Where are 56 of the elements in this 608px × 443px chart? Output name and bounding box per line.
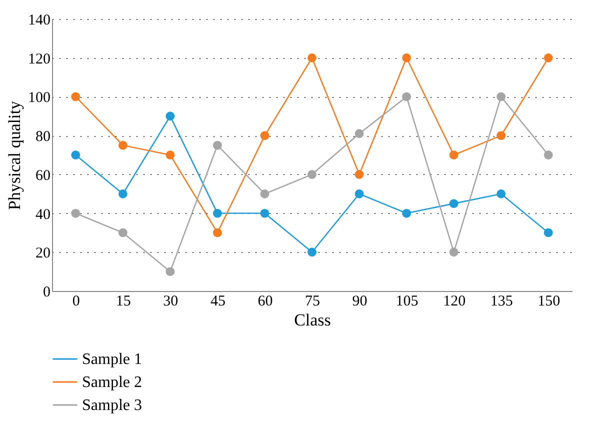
x-tick-label: 135: [490, 294, 513, 310]
point: [118, 228, 128, 238]
point: [212, 208, 222, 218]
point: [354, 129, 364, 138]
point: [544, 228, 553, 238]
point: [354, 189, 364, 198]
point: [308, 248, 316, 257]
legend-label: Sample 1: [82, 351, 142, 368]
point: [402, 208, 412, 218]
point: [166, 267, 175, 276]
point: [449, 150, 458, 160]
y-tick-label: 40: [36, 206, 50, 223]
y-tick-label: 140: [28, 12, 50, 28]
point: [496, 189, 506, 198]
point: [402, 92, 412, 102]
y-tick-label: 120: [28, 51, 50, 68]
y-tick-label: 60: [36, 168, 50, 184]
x-tick-label: 150: [538, 294, 560, 310]
point: [496, 92, 506, 102]
point: [118, 189, 128, 198]
point: [71, 208, 80, 218]
point: [449, 199, 458, 208]
x-tick-label: 45: [210, 294, 226, 310]
x-tick-label: 90: [352, 294, 368, 310]
x-tick-label: 15: [116, 294, 131, 310]
point: [260, 189, 270, 198]
point: [71, 92, 80, 102]
x-tick-label: 30: [163, 294, 178, 310]
y-tick-label: 20: [36, 246, 50, 262]
point: [212, 140, 222, 150]
point: [166, 150, 175, 160]
point: [496, 131, 506, 140]
point: [402, 53, 412, 62]
x-tick-label: 60: [258, 294, 273, 310]
point: [354, 170, 364, 179]
point: [166, 112, 175, 121]
point: [260, 131, 270, 140]
y-tick-label: 80: [36, 129, 50, 146]
point: [308, 170, 316, 179]
point: [544, 53, 553, 62]
x-tick-label: 0: [72, 294, 80, 310]
legend-label: Sample 3: [82, 397, 142, 414]
point: [544, 150, 553, 160]
x-tick-label: 105: [396, 294, 418, 310]
x-tick-label: 120: [443, 294, 466, 310]
y-axis-title: Physical quality: [5, 100, 24, 210]
point: [260, 208, 270, 218]
x-tick-label: 75: [305, 294, 320, 310]
point: [118, 140, 128, 150]
x-axis-title: Class: [294, 310, 331, 330]
legend-label: Sample 2: [82, 374, 142, 391]
point: [71, 150, 80, 160]
y-tick-label: 100: [28, 90, 50, 106]
point: [212, 228, 222, 238]
point: [449, 248, 458, 257]
point: [308, 53, 316, 62]
